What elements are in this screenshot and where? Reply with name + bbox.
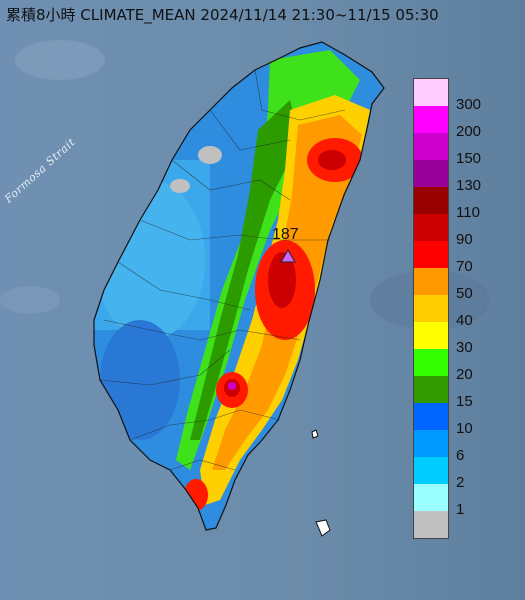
cloud-texture [15, 40, 105, 80]
legend-label: 40 [456, 312, 473, 329]
triangle-marker-icon [280, 249, 296, 263]
legend-label: 50 [456, 285, 473, 302]
legend-label: 200 [456, 123, 482, 140]
legend-swatch [414, 214, 448, 241]
legend-label: 15 [456, 393, 473, 410]
island-outline [93, 41, 385, 531]
legend-swatch [414, 349, 448, 376]
legend-label: 10 [456, 420, 473, 437]
legend-swatch [414, 187, 448, 214]
legend-label: 150 [456, 150, 482, 167]
legend-label: 110 [456, 204, 480, 221]
legend-swatch [414, 106, 448, 133]
legend-swatch [414, 79, 448, 106]
legend-swatch [414, 322, 448, 349]
legend-swatch [414, 376, 448, 403]
legend-label: 300 [456, 96, 482, 113]
legend-label: 1 [456, 501, 465, 518]
legend-swatch [414, 511, 448, 538]
orchid-island [315, 519, 331, 537]
legend-swatch [414, 430, 448, 457]
county-boundaries [99, 69, 346, 471]
legend-label: 20 [456, 366, 473, 383]
legend-swatch [414, 457, 448, 484]
legend-swatch [414, 133, 448, 160]
legend-label: 30 [456, 339, 473, 356]
rainfall-legend [413, 78, 449, 539]
cloud-texture [0, 286, 60, 314]
legend-label: 6 [456, 447, 465, 464]
legend-label: 70 [456, 258, 473, 275]
legend-swatch [414, 241, 448, 268]
legend-swatch [414, 295, 448, 322]
legend-label: 130 [456, 177, 482, 194]
legend-swatch [414, 484, 448, 511]
map-title: 累積8小時 CLIMATE_MEAN 2024/11/14 21:30~11/1… [6, 6, 439, 24]
legend-label: 2 [456, 474, 465, 491]
legend-swatch [414, 268, 448, 295]
legend-swatch [414, 160, 448, 187]
legend-label: 90 [456, 231, 473, 248]
green-island [311, 429, 319, 439]
max-rainfall-value: 187 [272, 226, 299, 243]
legend-swatch [414, 403, 448, 430]
